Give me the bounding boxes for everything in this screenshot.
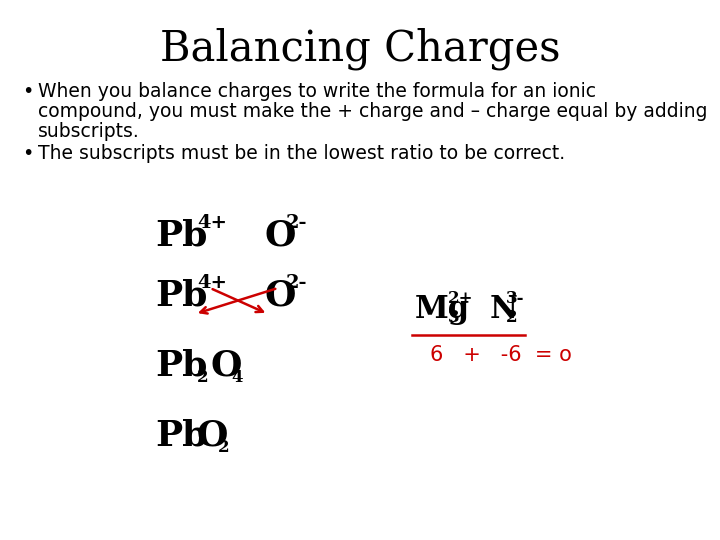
Text: •: • bbox=[22, 82, 33, 101]
Text: subscripts.: subscripts. bbox=[38, 122, 140, 141]
Text: 2: 2 bbox=[506, 309, 518, 326]
Text: O: O bbox=[210, 348, 241, 382]
Text: Pb: Pb bbox=[155, 278, 207, 312]
Text: 4: 4 bbox=[231, 369, 243, 386]
Text: 2: 2 bbox=[218, 439, 230, 456]
Text: O: O bbox=[265, 278, 297, 312]
Text: •: • bbox=[22, 144, 33, 163]
Text: compound, you must make the + charge and – charge equal by adding: compound, you must make the + charge and… bbox=[38, 102, 708, 121]
Text: O: O bbox=[197, 418, 228, 452]
Text: Pb: Pb bbox=[155, 218, 207, 252]
Text: 3: 3 bbox=[448, 309, 459, 326]
Text: 6   +   -6  = o: 6 + -6 = o bbox=[430, 345, 572, 365]
Text: Pb: Pb bbox=[155, 418, 207, 452]
Text: 3-: 3- bbox=[506, 290, 524, 307]
Text: 2-: 2- bbox=[286, 214, 307, 232]
Text: 2-: 2- bbox=[286, 274, 307, 292]
Text: 2: 2 bbox=[197, 369, 209, 386]
Text: Balancing Charges: Balancing Charges bbox=[160, 28, 560, 71]
Text: Pb: Pb bbox=[155, 348, 207, 382]
Text: O: O bbox=[265, 218, 297, 252]
Text: 4+: 4+ bbox=[197, 214, 227, 232]
Text: N: N bbox=[490, 294, 518, 325]
Text: When you balance charges to write the formula for an ionic: When you balance charges to write the fo… bbox=[38, 82, 596, 101]
Text: 2+: 2+ bbox=[448, 290, 474, 307]
Text: The subscripts must be in the lowest ratio to be correct.: The subscripts must be in the lowest rat… bbox=[38, 144, 565, 163]
Text: Mg: Mg bbox=[415, 294, 470, 325]
Text: 4+: 4+ bbox=[197, 274, 227, 292]
